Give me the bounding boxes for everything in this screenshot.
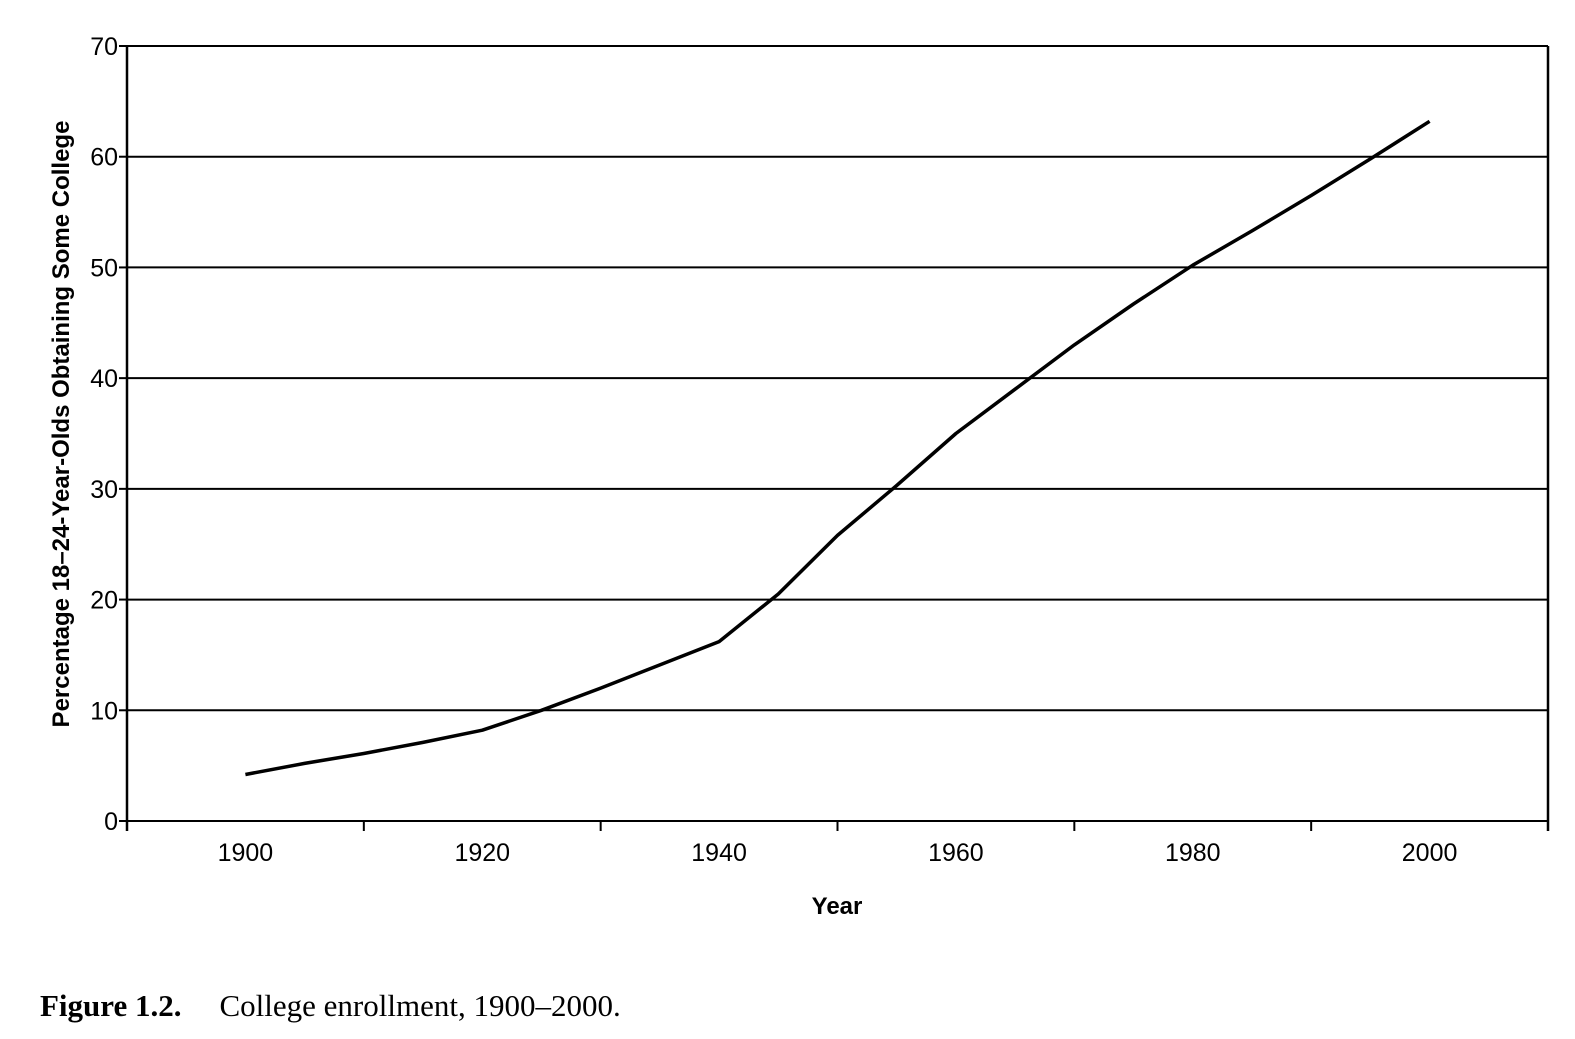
x-axis-title: Year: [812, 893, 863, 920]
x-axis: 1900 1920 1940 1960 1980 2000: [218, 821, 1458, 867]
x-tick-label: 1940: [691, 839, 747, 867]
y-tick-label: 70: [90, 33, 118, 61]
y-tick-label: 10: [90, 697, 118, 725]
x-tick-label: 1920: [454, 839, 510, 867]
x-tick-label: 1980: [1165, 839, 1221, 867]
figure-caption: Figure 1.2. College enrollment, 1900–2000…: [40, 988, 621, 1024]
gridlines: [127, 45, 1548, 822]
x-tick-label: 2000: [1402, 839, 1458, 867]
x-tick-label: 1960: [928, 839, 984, 867]
y-tick-label: 60: [90, 144, 118, 172]
figure-number: Figure 1.2.: [40, 988, 182, 1023]
y-tick-label: 40: [90, 365, 118, 393]
x-tick-label: 1900: [218, 839, 274, 867]
y-axis: 0 10 20 30 40 50 60 70: [90, 33, 1550, 836]
y-tick-label: 0: [104, 808, 118, 836]
line-chart: 0 10 20 30 40 50 60 70 1900 1920 1940 1960 1980 2000…: [48, 33, 1550, 920]
caption-text: College enrollment, 1900–2000.: [219, 988, 621, 1023]
y-tick-label: 20: [90, 587, 118, 615]
enrollment-line: [245, 119, 1431, 777]
y-tick-label: 50: [90, 254, 118, 282]
y-axis-title: Percentage 18–24-Year-Olds Obtaining Som…: [48, 121, 75, 728]
y-tick-label: 30: [90, 476, 118, 504]
